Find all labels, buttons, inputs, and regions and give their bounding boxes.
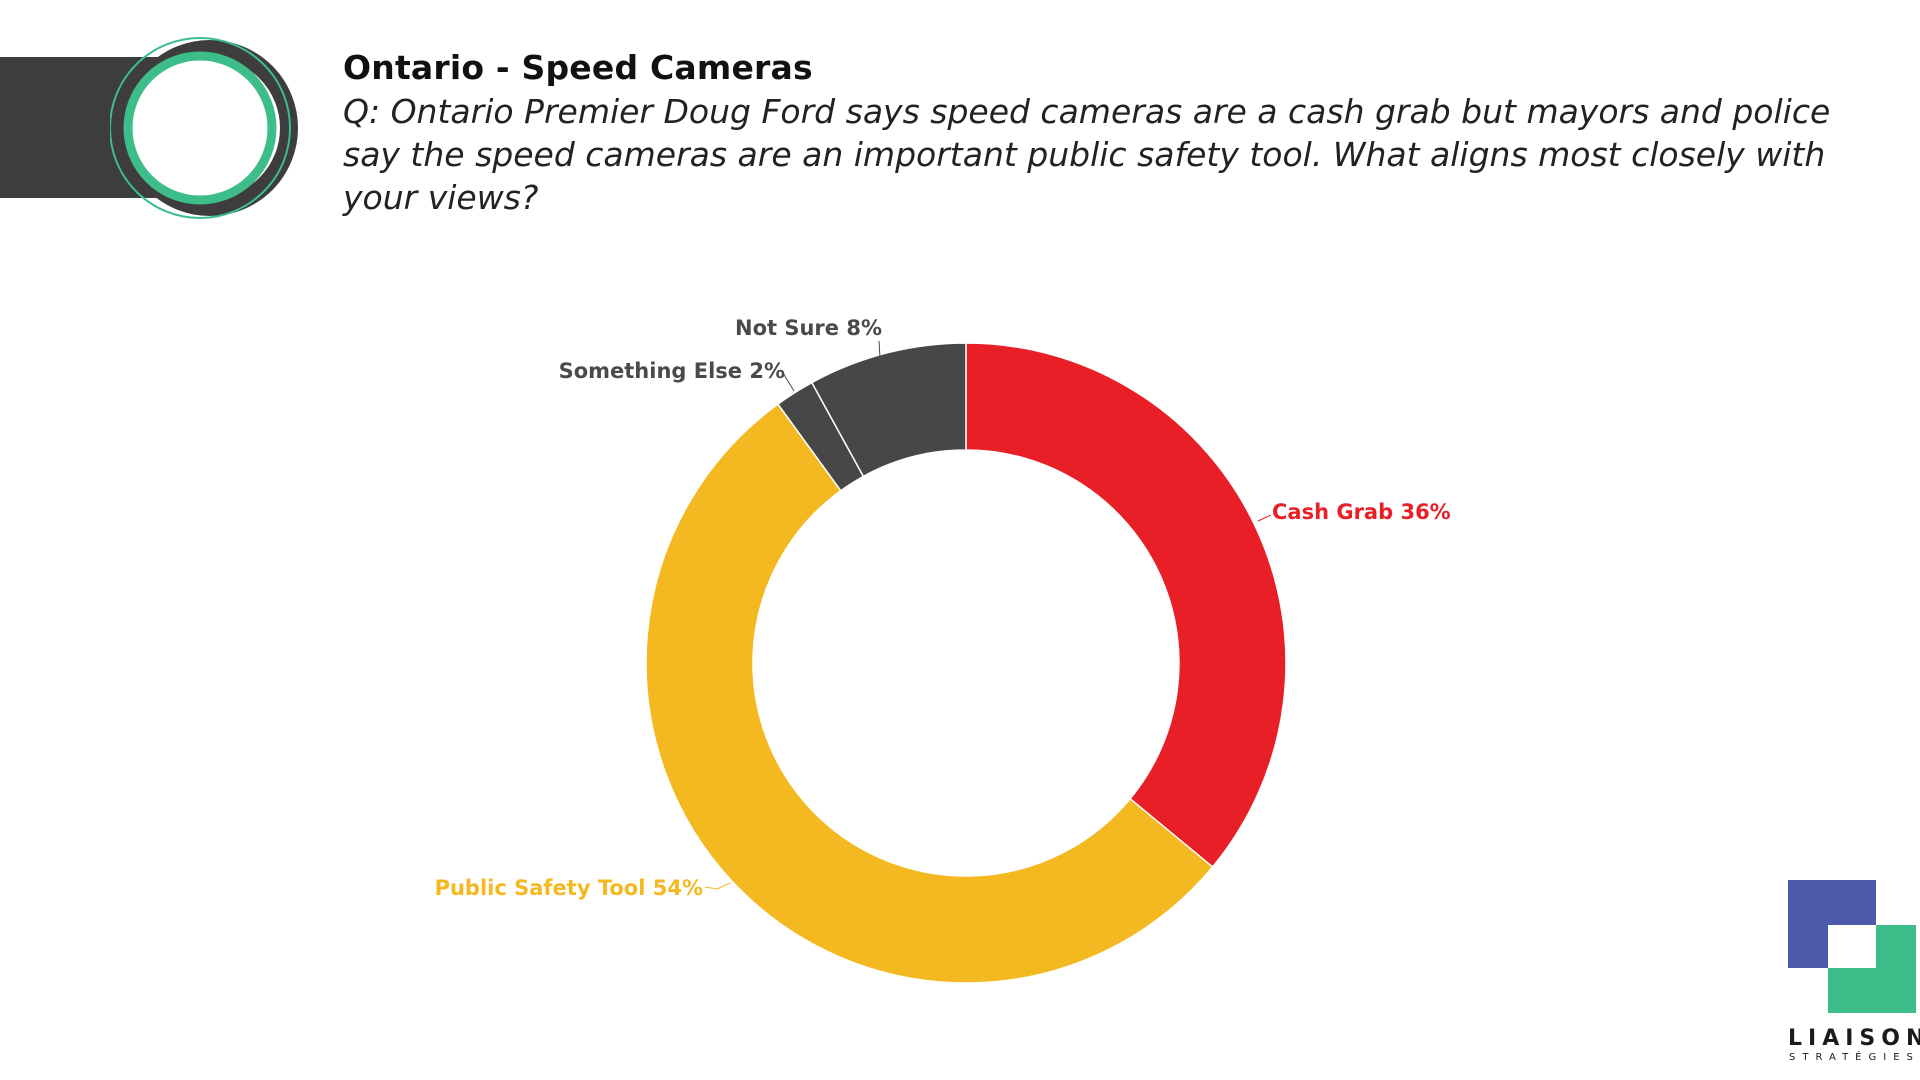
logo-overlap (1828, 925, 1876, 968)
slice-label: Public Safety Tool 54% (435, 876, 703, 900)
liaison-logo: LIAISON STRATÉGIES (1770, 880, 1920, 1065)
slice-label: Cash Grab 36% (1272, 500, 1451, 524)
slice-public-safety-tool (645, 403, 1214, 984)
slice-label: Something Else 2% (559, 359, 785, 383)
slice-cash-grab (965, 342, 1287, 869)
emblem-thin-ring (110, 37, 291, 219)
leader-line (1257, 514, 1272, 522)
donut-slices (645, 342, 1287, 984)
slice-labels: Cash Grab 36% Public Safety Tool 54% Somet… (435, 316, 1451, 900)
slice-not-sure (810, 342, 967, 478)
logo-subtitle: STRATÉGIES (1789, 1052, 1920, 1063)
leader-line (704, 882, 731, 890)
page-title: Ontario - Speed Cameras (343, 48, 813, 87)
label-leader-lines (704, 340, 1272, 890)
leader-line (878, 340, 882, 375)
question-text: Q: Ontario Premier Doug Ford says speed … (343, 92, 1831, 217)
slice-label: Not Sure 8% (735, 316, 882, 340)
header-text: Ontario - Speed Cameras Q: Ontario Premi… (343, 46, 1883, 219)
header-emblem (110, 37, 298, 219)
leader-line (782, 372, 795, 392)
emblem-green-ring (123, 51, 277, 205)
logo-name: LIAISON (1788, 1026, 1920, 1051)
